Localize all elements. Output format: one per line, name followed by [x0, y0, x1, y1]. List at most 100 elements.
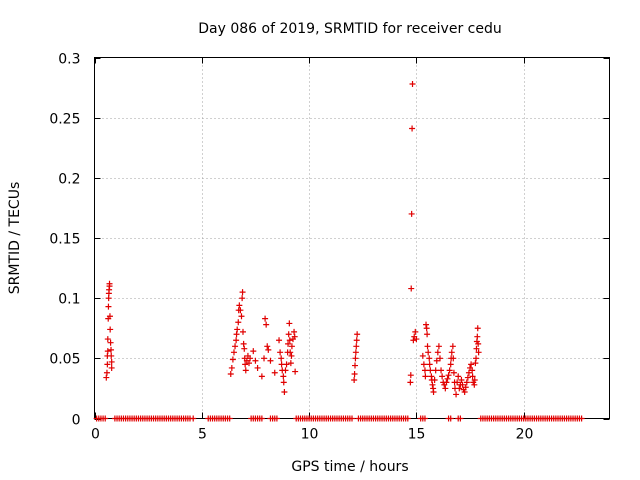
- data-point: [288, 343, 295, 350]
- data-point: [106, 313, 113, 320]
- y-tick-label: 0.05: [49, 352, 80, 368]
- data-point: [435, 343, 442, 350]
- data-point: [238, 313, 245, 320]
- data-point: [439, 373, 446, 380]
- y-axis-label: SRMTID / TECUs: [7, 182, 23, 295]
- data-point: [429, 381, 436, 388]
- data-point: [427, 367, 434, 374]
- data-point: [474, 325, 481, 332]
- data-point: [423, 321, 430, 328]
- data-point: [237, 307, 244, 314]
- data-point: [105, 303, 112, 310]
- data-point: [462, 384, 469, 391]
- data-point: [449, 343, 456, 350]
- data-point: [107, 339, 114, 346]
- data-point: [104, 348, 111, 355]
- data-point: [409, 80, 416, 87]
- data-point: [407, 372, 414, 379]
- data-point: [475, 349, 482, 356]
- data-point: [426, 361, 433, 368]
- data-point: [226, 415, 233, 422]
- data-point: [285, 331, 292, 338]
- data-point: [241, 345, 248, 352]
- data-point: [239, 295, 246, 302]
- data-point: [465, 369, 472, 376]
- data-point: [419, 352, 426, 359]
- data-point: [438, 367, 445, 374]
- data-point: [457, 415, 464, 422]
- data-point: [107, 326, 114, 333]
- data-point: [424, 343, 431, 350]
- data-point: [228, 364, 235, 371]
- data-point: [408, 210, 415, 217]
- data-point: [291, 328, 298, 335]
- data-point: [271, 369, 278, 376]
- data-point: [286, 337, 293, 344]
- data-point: [448, 349, 455, 356]
- data-point: [354, 331, 361, 338]
- data-point: [454, 379, 461, 386]
- data-point: [453, 391, 460, 398]
- data-point: [264, 343, 271, 350]
- data-point: [409, 125, 416, 132]
- data-point: [450, 355, 457, 362]
- data-point: [445, 372, 452, 379]
- data-point: [422, 373, 429, 380]
- data-point: [108, 358, 115, 365]
- data-point: [455, 373, 462, 380]
- data-point: [233, 331, 240, 338]
- data-point: [106, 280, 113, 287]
- data-point: [469, 367, 476, 374]
- data-point: [258, 415, 265, 422]
- data-point: [276, 337, 283, 344]
- data-point: [458, 376, 465, 383]
- data-point: [431, 376, 438, 383]
- data-point: [443, 379, 450, 386]
- x-tick-label: 10: [301, 427, 319, 443]
- data-point: [351, 370, 358, 377]
- data-point: [436, 355, 443, 362]
- data-point: [444, 375, 451, 382]
- grid-lines: [94, 57, 610, 419]
- data-point: [426, 355, 433, 362]
- data-point: [456, 385, 463, 392]
- data-point: [236, 302, 243, 309]
- data-point: [263, 321, 270, 328]
- data-point: [474, 333, 481, 340]
- data-point: [281, 389, 288, 396]
- data-point: [287, 349, 294, 356]
- data-point: [468, 361, 475, 368]
- data-point: [230, 349, 237, 356]
- data-point: [461, 389, 468, 396]
- y-tick-label: 0.15: [49, 232, 80, 248]
- data-point: [450, 369, 457, 376]
- data-point: [352, 349, 359, 356]
- data-point: [252, 357, 259, 364]
- data-point: [423, 325, 430, 332]
- data-point: [408, 285, 415, 292]
- data-point: [103, 369, 110, 376]
- data-point: [278, 355, 285, 362]
- x-tick-label: 15: [408, 427, 426, 443]
- data-point: [464, 374, 471, 381]
- data-point: [242, 361, 249, 368]
- data-point: [104, 336, 111, 343]
- data-point: [286, 320, 293, 327]
- data-point: [246, 360, 252, 367]
- data-point: [102, 415, 109, 422]
- data-point: [104, 361, 111, 368]
- data-point: [463, 379, 470, 386]
- data-point: [578, 415, 585, 422]
- x-tick-label: 20: [516, 427, 534, 443]
- data-point: [473, 355, 480, 362]
- data-point: [288, 352, 295, 359]
- x-axis-label: GPS time / hours: [291, 459, 408, 475]
- data-point: [469, 373, 476, 380]
- y-tick-label: 0: [72, 413, 81, 429]
- data-point: [261, 355, 268, 362]
- data-point: [291, 333, 298, 340]
- data-point: [292, 368, 299, 375]
- data-point: [234, 326, 241, 333]
